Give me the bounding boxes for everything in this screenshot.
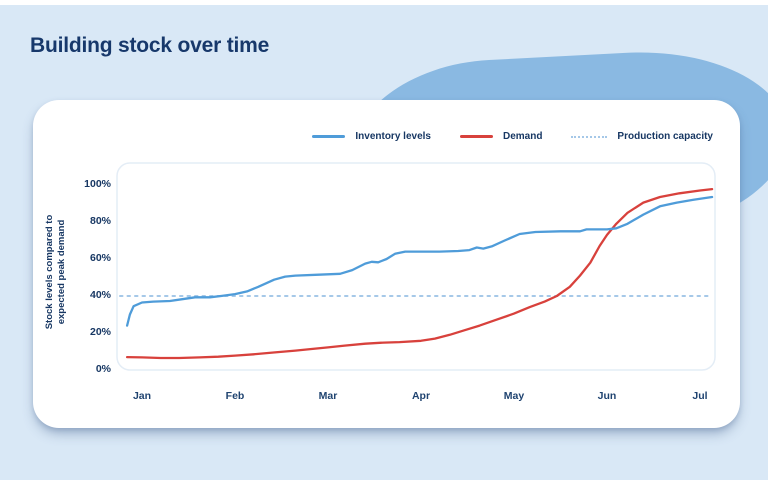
demand-line-swatch-icon (459, 135, 493, 138)
capacity-dotted-swatch-icon (571, 135, 608, 138)
x-tick-label-may: May (503, 390, 525, 402)
plot-border (116, 162, 716, 371)
x-tick-label-jul: Jul (692, 390, 708, 402)
legend-item-inventory-levels: Inventory levels (312, 131, 431, 142)
y-tick-label-60: 60% (89, 252, 111, 264)
y-tick-label-40: 40% (89, 289, 111, 301)
y-tick-label-0: 0% (95, 363, 111, 375)
y-tick-label-80: 80% (89, 215, 111, 227)
x-tick-label-jun: Jun (597, 390, 617, 402)
inventory-line-swatch-icon (312, 135, 346, 138)
legend-item-production-capacity: Production capacity (571, 131, 713, 142)
x-tick-label-mar: Mar (318, 390, 338, 402)
y-tick-label-20: 20% (89, 326, 111, 338)
chart-legend: Inventory levels Demand Production capac… (312, 131, 713, 142)
legend-label: Production capacity (617, 131, 713, 142)
x-tick-label-apr: Apr (411, 390, 431, 402)
top-white-strip (0, 0, 768, 5)
chart-card: Inventory levels Demand Production capac… (33, 100, 740, 428)
page-title: Building stock over time (30, 34, 270, 57)
line-chart (116, 162, 716, 371)
legend-label: Inventory levels (355, 131, 431, 142)
y-tick-label-100: 100% (84, 178, 111, 190)
x-axis-tick-labels: Jan Feb Mar Apr May Jun Jul (116, 390, 716, 406)
x-tick-label-jan: Jan (132, 390, 152, 402)
demand-line (125, 187, 714, 360)
legend-item-demand: Demand (459, 131, 543, 142)
legend-label: Demand (502, 131, 543, 142)
plot-area (116, 162, 716, 371)
inventory-levels-line (125, 195, 714, 327)
x-tick-label-feb: Feb (225, 390, 245, 402)
y-axis-tick-labels: 0% 20% 40% 60% 80% 100% (33, 100, 111, 428)
